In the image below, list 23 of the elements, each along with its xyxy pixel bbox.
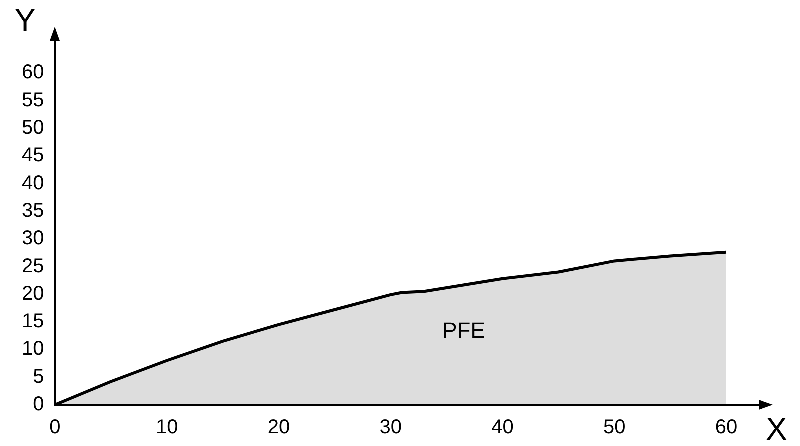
y-tick-label: 15 bbox=[22, 310, 44, 333]
x-tick-label: 10 bbox=[156, 416, 178, 439]
y-axis-title: Y bbox=[14, 2, 36, 38]
y-tick-label: 55 bbox=[22, 89, 44, 112]
y-tick-label: 35 bbox=[22, 200, 44, 222]
annotation: PFE bbox=[442, 318, 486, 344]
y-tick-label: 0 bbox=[33, 394, 44, 416]
y-tick-label: 60 bbox=[22, 62, 44, 84]
x-axis-title: X bbox=[766, 410, 788, 446]
x-tick-label: 20 bbox=[268, 416, 290, 439]
x-tick-label: 30 bbox=[380, 416, 402, 439]
y-tick-label: 40 bbox=[22, 172, 44, 194]
y-tick-label: 30 bbox=[22, 228, 44, 250]
y-tick-label: 20 bbox=[22, 282, 44, 305]
y-tick-label: 25 bbox=[22, 255, 44, 278]
x-tick-label: 40 bbox=[492, 416, 514, 439]
x-tick-label: 60 bbox=[715, 416, 738, 439]
x-tick-label: 50 bbox=[603, 416, 626, 439]
y-tick-label: 10 bbox=[22, 338, 44, 360]
y-tick-label: 50 bbox=[22, 117, 44, 139]
y-tick-label: 45 bbox=[22, 144, 44, 167]
x-tick-label: 0 bbox=[50, 416, 61, 439]
y-tick-label: 5 bbox=[33, 366, 44, 388]
